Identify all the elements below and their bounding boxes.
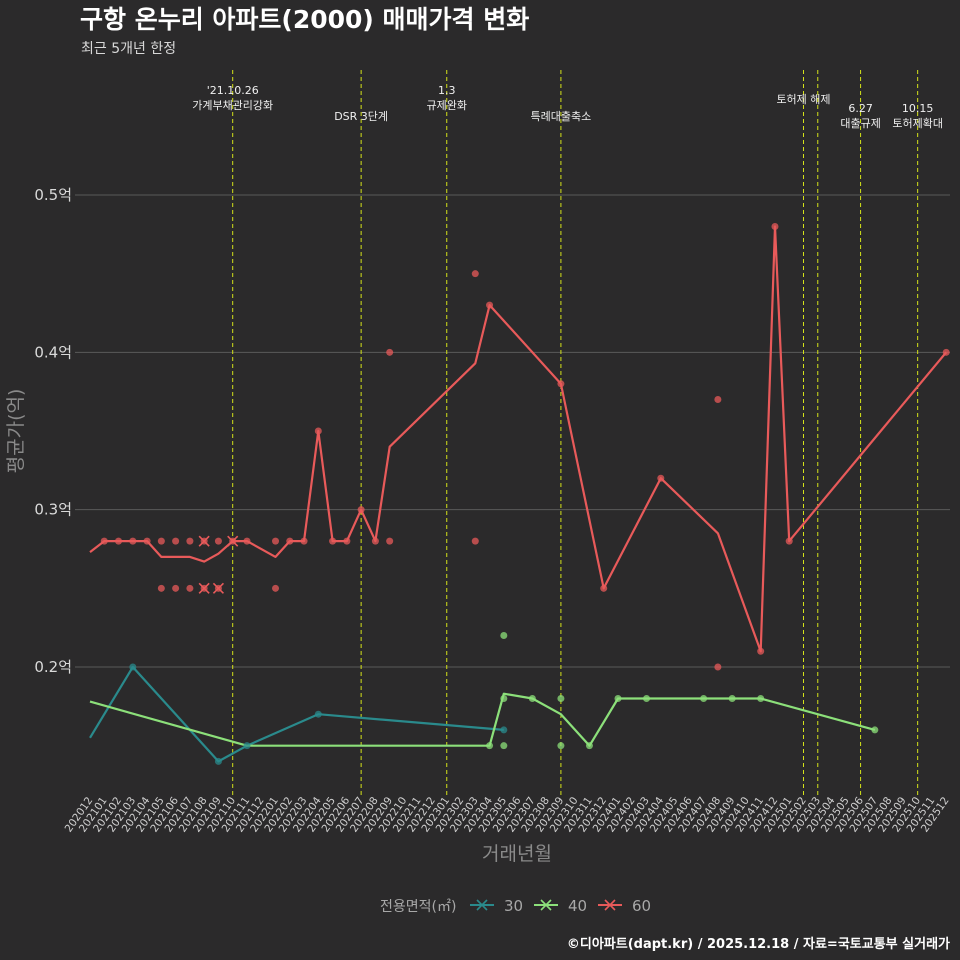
data-point-60 [771, 222, 779, 230]
data-point-60 [214, 537, 222, 545]
data-point-40 [728, 694, 736, 702]
y-gridlines [75, 194, 950, 668]
data-point-40 [500, 742, 508, 750]
data-point-60 [357, 506, 365, 514]
data-point-60 [115, 537, 123, 545]
event-label: DSR 3단계 [334, 110, 388, 123]
data-point-60 [186, 584, 194, 592]
series-line-40 [89, 692, 876, 747]
y-tick-label: 0.4억 [34, 343, 72, 361]
data-point-60 [557, 380, 565, 388]
x-axis-ticks: 2020122021012021022021032021042021052021… [63, 795, 952, 835]
data-point-60 [657, 474, 665, 482]
event-label: 대출규제 [840, 117, 880, 130]
event-label: 가계부채관리강화 [192, 99, 273, 112]
legend-key-cross-30 [476, 899, 488, 911]
legend-key-cross-60 [604, 899, 616, 911]
data-point-60 [157, 584, 165, 592]
legend-key-cross-40 [540, 899, 552, 911]
data-point-40 [557, 694, 565, 702]
data-point-60 [286, 537, 294, 545]
y-axis-ticks: 0.2억 0.3억 0.4억 0.5억 [34, 186, 72, 676]
data-point-30 [214, 757, 222, 765]
event-label: 1.3 [438, 84, 456, 97]
data-point-40 [528, 694, 536, 702]
event-label: 토허제확대 [892, 117, 943, 130]
x-axis-title: 거래년월 [482, 843, 552, 865]
data-point-30 [129, 663, 137, 671]
data-point-40 [557, 742, 565, 750]
data-points [100, 222, 950, 765]
legend-label-60: 60 [632, 897, 651, 915]
data-point-60 [272, 537, 280, 545]
data-point-60 [600, 584, 608, 592]
data-point-60 [714, 396, 722, 404]
cross-marker-60 [198, 582, 210, 594]
event-label: 10.15 [902, 102, 934, 115]
event-label: 특례대출축소 [531, 110, 592, 123]
event-label: 토허제 해제 [776, 92, 830, 106]
data-point-60 [471, 270, 479, 278]
data-point-30 [500, 726, 508, 734]
data-point-40 [757, 694, 765, 702]
data-point-60 [157, 537, 165, 545]
legend-label-30: 30 [504, 897, 523, 915]
chart-title: 구항 온누리 아파트(2000) 매매가격 변화 [80, 5, 529, 34]
event-label: 규제완화 [427, 99, 467, 112]
data-point-40 [500, 694, 508, 702]
data-point-60 [471, 537, 479, 545]
data-point-60 [143, 537, 151, 545]
legend: 전용면적(㎡) 30 40 60 [380, 897, 651, 915]
event-label: '21.10.26 [207, 84, 259, 97]
data-point-40 [700, 694, 708, 702]
event-label: 6.27 [848, 102, 873, 115]
legend-label-40: 40 [568, 897, 587, 915]
data-point-40 [871, 726, 879, 734]
series-line-60 [89, 225, 948, 653]
data-point-30 [314, 710, 322, 718]
y-tick-label: 0.2억 [34, 658, 72, 676]
data-point-60 [129, 537, 137, 545]
data-point-40 [585, 742, 593, 750]
data-point-40 [614, 694, 622, 702]
data-point-60 [300, 537, 308, 545]
data-point-40 [500, 632, 508, 640]
cross-marker-60 [212, 582, 224, 594]
y-tick-label: 0.5억 [34, 186, 72, 204]
data-point-60 [386, 537, 394, 545]
data-point-60 [172, 584, 180, 592]
y-axis-title: 평균가(억) [5, 389, 27, 474]
data-point-60 [486, 301, 494, 309]
data-point-60 [243, 537, 251, 545]
data-point-60 [329, 537, 337, 545]
data-point-60 [371, 537, 379, 545]
legend-title: 전용면적(㎡) [380, 899, 456, 915]
source-caption: ©디아파트(dapt.kr) / 2025.12.18 / 자료=국토교통부 실… [567, 936, 950, 952]
data-point-60 [186, 537, 194, 545]
data-point-60 [314, 427, 322, 435]
data-point-60 [100, 537, 108, 545]
series-line-30 [89, 665, 504, 763]
data-point-40 [486, 742, 494, 750]
data-point-60 [272, 584, 280, 592]
data-point-60 [343, 537, 351, 545]
series-lines [89, 225, 948, 763]
data-point-60 [785, 537, 793, 545]
data-point-40 [643, 694, 651, 702]
data-point-60 [757, 647, 765, 655]
cross-marker-60 [227, 535, 239, 547]
cross-marker-60 [198, 535, 210, 547]
data-point-60 [942, 348, 950, 356]
data-point-60 [386, 348, 394, 356]
data-point-60 [714, 663, 722, 671]
chart-subtitle: 최근 5개년 한정 [81, 41, 176, 57]
data-point-30 [243, 742, 251, 750]
data-point-60 [172, 537, 180, 545]
y-tick-label: 0.3억 [34, 501, 72, 519]
